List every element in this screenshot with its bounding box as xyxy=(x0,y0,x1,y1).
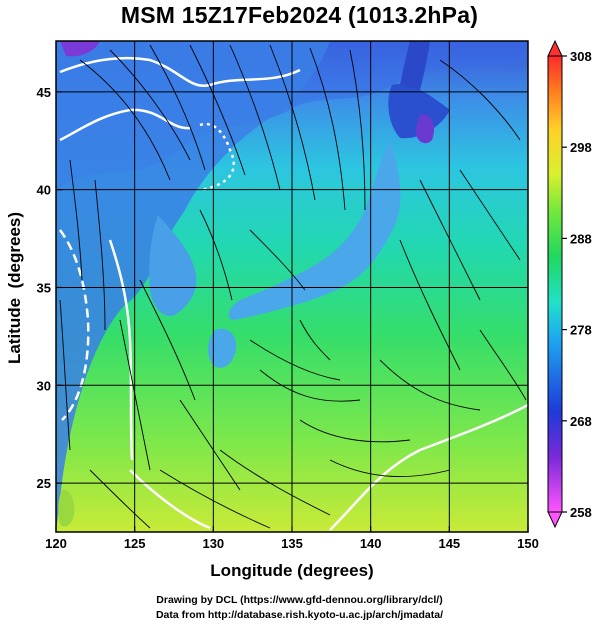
y-tick-label: 30 xyxy=(37,378,51,393)
x-tick-label: 125 xyxy=(124,536,146,551)
japan-honshu xyxy=(228,140,401,320)
page-title: MSM 15Z17Feb2024 (1013.2hPa) xyxy=(120,2,479,28)
x-tick-label: 150 xyxy=(517,536,539,551)
colorbar-tick-label: 258 xyxy=(570,505,592,520)
y-tick-label: 45 xyxy=(37,85,51,100)
sakhalin-land xyxy=(400,41,430,90)
y-tick-label: 40 xyxy=(37,183,51,198)
colorbar-ticks: 308 298 288 278 268 258 xyxy=(562,49,592,520)
colorbar-tick-label: 308 xyxy=(570,49,592,64)
x-tick-label: 135 xyxy=(281,536,303,551)
japan-hokkaido xyxy=(388,84,450,139)
cold-spot xyxy=(60,41,100,57)
colorbar-tick-label: 278 xyxy=(570,323,592,338)
colorbar-bottom-arrow xyxy=(547,511,563,529)
colorbar-tick-label: 268 xyxy=(570,414,592,429)
y-axis-ticks: 25 30 35 40 45 xyxy=(37,85,62,491)
footer-credit-data: Data from http://database.rish.kyoto-u.a… xyxy=(155,609,444,621)
y-axis-label: Latitude (degrees) xyxy=(5,212,24,364)
continent-land xyxy=(56,41,330,532)
cold-spot-2 xyxy=(415,114,435,144)
footer-credit-drawing: Drawing by DCL (https://www.gfd-dennou.o… xyxy=(156,594,443,606)
x-axis-label: Longitude (degrees) xyxy=(210,561,373,580)
japan-kyushu xyxy=(208,328,237,368)
x-tick-label: 130 xyxy=(202,536,224,551)
y-tick-label: 35 xyxy=(37,280,51,295)
colorbar-tick-label: 298 xyxy=(570,140,592,155)
colorbar-tick-label: 288 xyxy=(570,231,592,246)
isotherm-contours xyxy=(58,56,528,531)
colorbar: 308 298 288 278 268 258 xyxy=(547,39,592,529)
korea-land xyxy=(149,215,197,316)
x-tick-label: 145 xyxy=(438,536,460,551)
x-tick-label: 120 xyxy=(45,536,67,551)
colorbar-top-arrow xyxy=(547,39,563,57)
x-tick-label: 140 xyxy=(360,536,382,551)
y-tick-label: 25 xyxy=(37,476,51,491)
map-grid xyxy=(56,41,528,532)
taiwan-land xyxy=(58,489,75,527)
x-axis-ticks: 120 125 130 135 140 145 150 xyxy=(45,526,539,551)
colorbar-scale xyxy=(547,55,563,513)
